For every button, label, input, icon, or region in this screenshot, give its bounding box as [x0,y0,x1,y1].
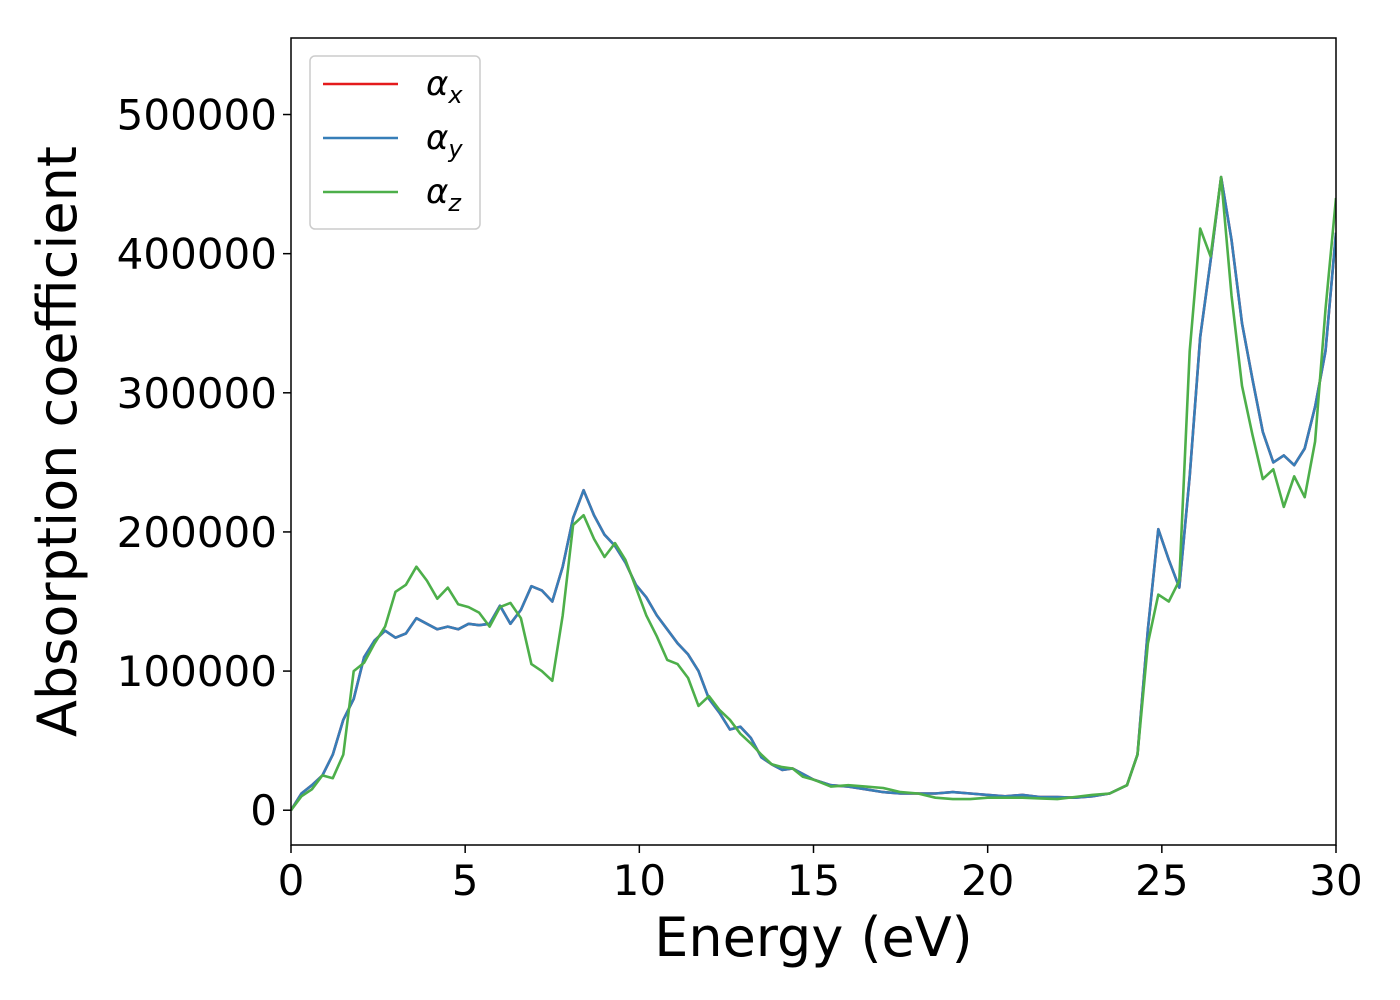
legend: αx αy αz [309,55,481,230]
x-tick-label: 0 [278,856,305,905]
series-layer [291,175,1336,811]
x-tick-label: 10 [613,856,666,905]
legend-frame [309,55,481,230]
series-line-x [291,175,1336,811]
x-axis-title: Energy (eV) [654,906,973,969]
x-tick-label: 30 [1309,856,1362,905]
x-tick-label: 5 [452,856,479,905]
y-tick-label: 100000 [117,647,277,696]
y-tick-label: 500000 [117,91,277,140]
y-tick-label: 200000 [117,508,277,557]
y-axis-title: Absorption coefficient [26,146,89,737]
legend-label-z: αz [426,172,462,217]
y-tick-label: 300000 [117,369,277,418]
series-line-y [291,175,1336,811]
x-tick-label: 25 [1135,856,1188,905]
y-tick-label: 0 [250,786,277,835]
legend-label-x: αx [426,64,463,109]
legend-label-y: αy [426,118,463,163]
x-tick-label: 15 [787,856,840,905]
x-axis: 0 5 10 15 20 25 30 [278,845,1363,905]
x-tick-label: 20 [961,856,1014,905]
y-axis: 0 100000 200000 300000 400000 500000 [117,91,291,835]
y-tick-label: 400000 [117,230,277,279]
series-line-z [291,175,1336,811]
